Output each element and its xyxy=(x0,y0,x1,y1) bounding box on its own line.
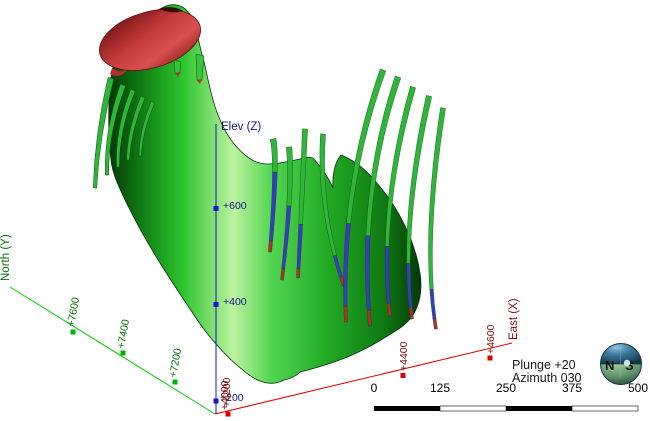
svg-text:+600: +600 xyxy=(223,200,247,212)
svg-text:125: 125 xyxy=(430,381,450,395)
svg-text:375: 375 xyxy=(562,381,582,395)
svg-text:North (Y): North (Y) xyxy=(0,234,12,281)
svg-text:250: 250 xyxy=(496,381,516,395)
svg-text:0: 0 xyxy=(371,381,378,395)
svg-text:+7400: +7400 xyxy=(115,318,132,349)
svg-text:+4400: +4400 xyxy=(398,341,410,371)
svg-text:+7200: +7200 xyxy=(167,347,184,378)
svg-text:Elev (Z): Elev (Z) xyxy=(221,121,261,133)
svg-text:+7600: +7600 xyxy=(65,296,82,327)
svg-text:N: N xyxy=(605,358,614,373)
svg-text:East (X): East (X) xyxy=(508,298,520,340)
svg-text:+4200: +4200 xyxy=(221,377,233,407)
svg-text:+4600: +4600 xyxy=(485,324,497,354)
svg-text:Plunge +20: Plunge +20 xyxy=(512,358,576,372)
svg-text:500: 500 xyxy=(628,381,648,395)
svg-text:+400: +400 xyxy=(223,296,247,308)
